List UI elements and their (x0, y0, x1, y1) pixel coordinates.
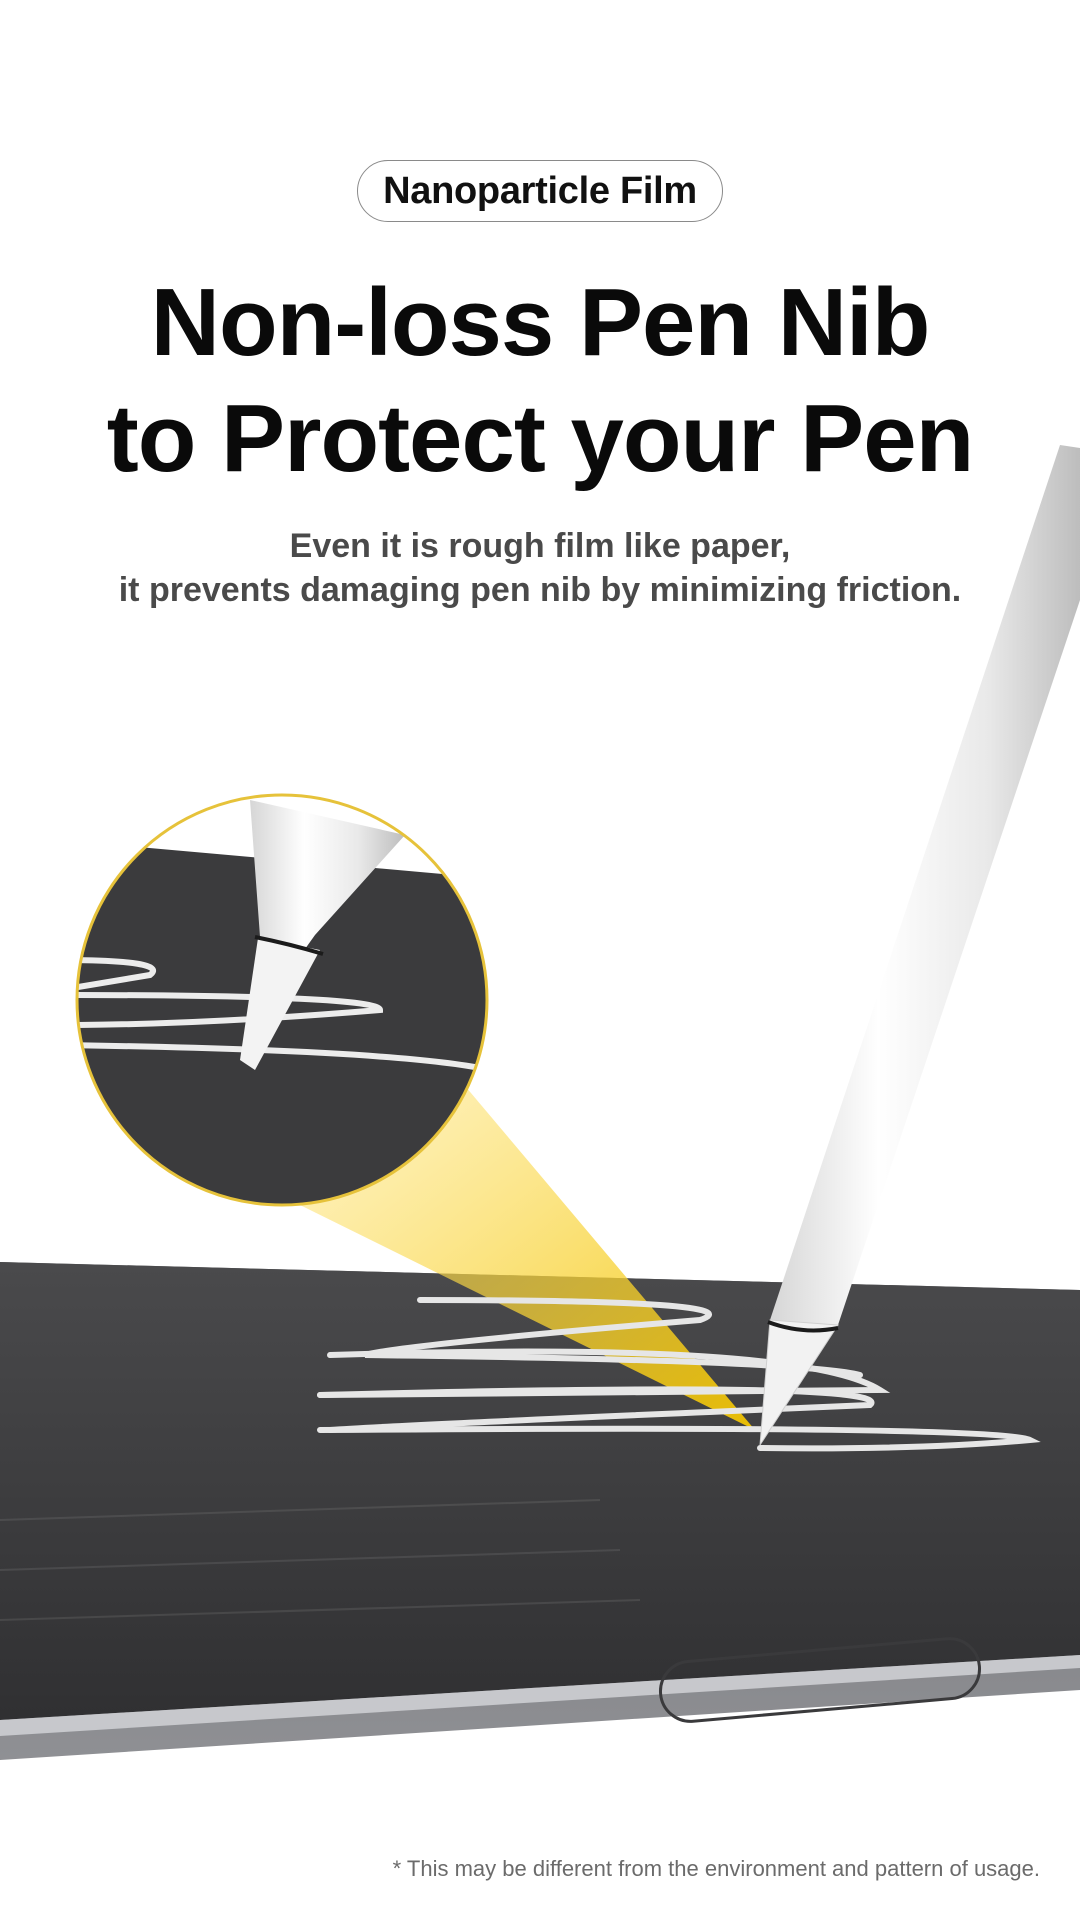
title-line-1: Non-loss Pen Nib (150, 269, 931, 376)
title-line-2: to Protect your Pen (106, 385, 974, 492)
screen-ui-lines (0, 1499, 641, 1621)
pen-body (770, 445, 1080, 1325)
magnifier-ring (75, 793, 489, 1207)
tablet-screen (0, 1262, 1080, 1720)
magnify-beam (300, 1080, 755, 1430)
scribble-strokes (317, 1297, 1041, 1452)
description-line-1: Even it is rough film like paper, (289, 527, 791, 565)
page-title: Non-loss Pen Nib to Protect your Pen (0, 265, 1080, 497)
stylus-pen (759, 445, 1080, 1446)
magnifier-circle (75, 793, 489, 1207)
description-line-2: it prevents damaging pen nib by minimizi… (118, 571, 962, 609)
description: Even it is rough film like paper, it pre… (0, 524, 1080, 612)
pen-nib (759, 1319, 839, 1446)
tablet-button (658, 1637, 982, 1723)
disclaimer-note: * This may be different from the environ… (392, 1856, 1040, 1881)
tablet (0, 1262, 1080, 1760)
tablet-edge-highlight (0, 1655, 1080, 1736)
feature-badge: Nanoparticle Film (357, 160, 723, 222)
pen-band (767, 1320, 839, 1333)
